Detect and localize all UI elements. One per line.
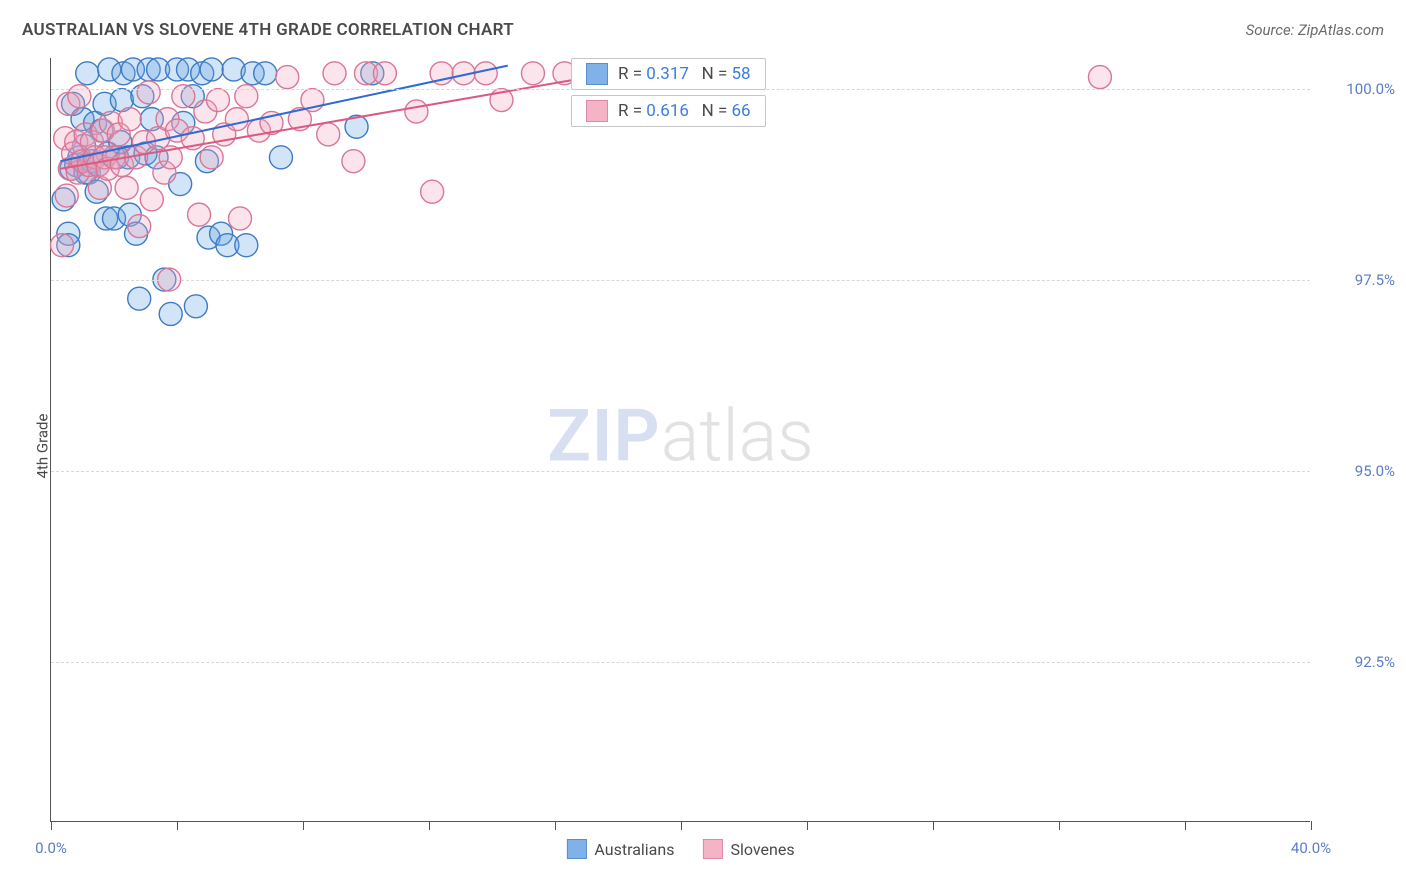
- x-tick-label: 40.0%: [1291, 839, 1331, 857]
- data-point-slovenes: [229, 207, 252, 230]
- data-point-australians: [254, 62, 277, 85]
- data-point-australians: [200, 58, 223, 81]
- legend-item-slovenes: Slovenes: [702, 839, 794, 859]
- data-point-australians: [159, 302, 182, 325]
- x-tick: [429, 821, 430, 830]
- watermark-zip: ZIP: [547, 393, 660, 478]
- legend-swatch-slovenes: [702, 839, 722, 859]
- y-axis-label: 4th Grade: [33, 414, 51, 479]
- y-tick-label: 92.5%: [1320, 653, 1395, 671]
- x-tick: [1185, 821, 1186, 830]
- x-tick: [807, 821, 808, 830]
- chart-title: AUSTRALIAN VS SLOVENE 4TH GRADE CORRELAT…: [22, 20, 514, 40]
- data-point-slovenes: [206, 89, 229, 112]
- data-point-slovenes: [342, 150, 365, 173]
- x-tick-label: 0.0%: [35, 839, 67, 857]
- legend-stat-text: R = 0.616 N = 66: [618, 101, 751, 121]
- data-point-slovenes: [115, 176, 138, 199]
- legend-stat-australians: R = 0.317 N = 58: [571, 58, 766, 90]
- gridline-h: [51, 662, 1310, 663]
- data-point-slovenes: [51, 234, 74, 257]
- data-point-australians: [184, 295, 207, 318]
- gridline-h: [51, 280, 1310, 281]
- y-tick-label: 100.0%: [1320, 80, 1395, 98]
- legend-stat-slovenes: R = 0.616 N = 66: [571, 95, 766, 127]
- chart-svg: [51, 58, 351, 208]
- x-tick: [51, 821, 52, 830]
- x-tick: [933, 821, 934, 830]
- data-point-slovenes: [373, 62, 396, 85]
- x-tick: [555, 821, 556, 830]
- data-point-slovenes: [200, 146, 223, 169]
- data-point-slovenes: [137, 81, 160, 104]
- data-point-slovenes: [1088, 66, 1111, 89]
- data-point-slovenes: [118, 108, 141, 131]
- data-point-australians: [235, 234, 258, 257]
- gridline-h: [51, 471, 1310, 472]
- data-point-slovenes: [225, 108, 248, 131]
- legend-swatch-australians: [586, 63, 608, 85]
- watermark: ZIPatlas: [547, 393, 814, 478]
- data-point-australians: [269, 146, 292, 169]
- data-point-slovenes: [140, 188, 163, 211]
- plot-area: ZIPatlas AustraliansSlovenes 92.5%95.0%9…: [50, 58, 1310, 822]
- x-tick: [177, 821, 178, 830]
- header-row: AUSTRALIAN VS SLOVENE 4TH GRADE CORRELAT…: [22, 20, 1384, 40]
- data-point-slovenes: [323, 62, 346, 85]
- x-tick: [303, 821, 304, 830]
- watermark-atlas: atlas: [661, 393, 814, 478]
- legend-label: Slovenes: [730, 840, 794, 859]
- bottom-legend: Australians Slovenes: [566, 839, 794, 859]
- data-point-slovenes: [188, 203, 211, 226]
- source-label: Source: ZipAtlas.com: [1246, 21, 1384, 39]
- legend-label: Australians: [594, 840, 674, 859]
- data-point-slovenes: [317, 123, 340, 146]
- data-point-australians: [128, 287, 151, 310]
- x-tick: [1059, 821, 1060, 830]
- data-point-slovenes: [421, 180, 444, 203]
- data-point-slovenes: [128, 215, 151, 238]
- y-tick-label: 97.5%: [1320, 271, 1395, 289]
- y-tick-label: 95.0%: [1320, 462, 1395, 480]
- x-tick: [1311, 821, 1312, 830]
- data-point-slovenes: [276, 66, 299, 89]
- data-point-slovenes: [405, 100, 428, 123]
- data-point-slovenes: [55, 184, 78, 207]
- data-point-australians: [76, 62, 99, 85]
- x-tick: [681, 821, 682, 830]
- data-point-slovenes: [474, 62, 497, 85]
- legend-item-australians: Australians: [566, 839, 674, 859]
- legend-swatch-australians: [566, 839, 586, 859]
- legend-swatch-slovenes: [586, 100, 608, 122]
- legend-stat-text: R = 0.317 N = 58: [618, 64, 751, 84]
- data-point-slovenes: [521, 62, 544, 85]
